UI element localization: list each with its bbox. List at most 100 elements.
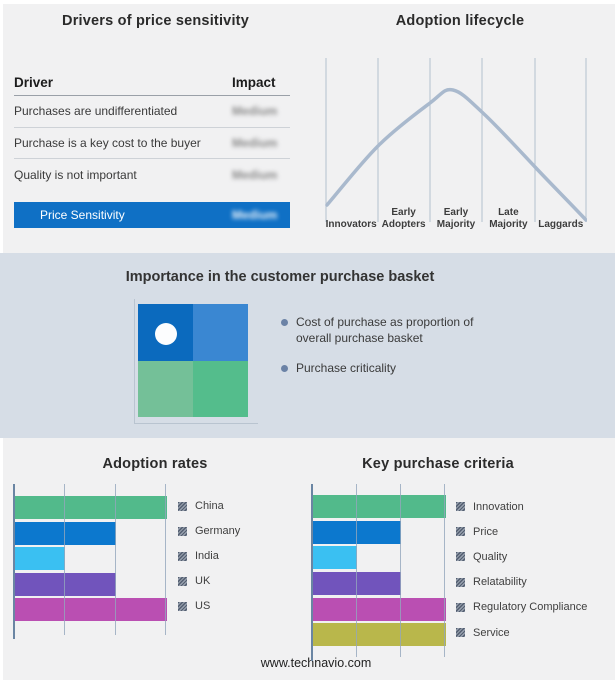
quadrant-axis <box>134 299 258 424</box>
y-axis-line <box>13 484 15 639</box>
bar-germany <box>14 522 116 545</box>
legend-label: Germany <box>195 525 241 538</box>
bar-regulatory-compliance <box>312 598 447 621</box>
driver-cell: Quality is not important <box>14 167 137 182</box>
basket-section-title: Importance in the customer purchase bask… <box>125 269 435 285</box>
legend-label: India <box>195 550 219 563</box>
summary-impact-blurred: Medium <box>232 207 278 222</box>
legend-swatch-icon <box>456 527 465 537</box>
table-row: Purchases are undifferentiated Medium <box>14 96 290 128</box>
website-footer: www.technavio.com <box>260 656 372 670</box>
key-purchase-criteria-title: Key purchase criteria <box>362 456 514 472</box>
list-item: Cost of purchase as proportion of overal… <box>281 315 500 346</box>
gridline <box>64 484 65 635</box>
quadrant-chart <box>138 304 248 417</box>
impact-cell-blurred: Medium <box>232 135 278 150</box>
legend-item: Innovation <box>456 494 587 519</box>
table-header-row: Driver Impact <box>14 66 290 96</box>
driver-column-header: Driver <box>14 75 54 90</box>
legend-item: Regulatory Compliance <box>456 595 587 620</box>
quadrant-cell-top-right <box>193 304 248 361</box>
driver-cell: Purchase is a key cost to the buyer <box>14 135 201 150</box>
legend-swatch-icon <box>178 526 187 536</box>
legend-item: Relatability <box>456 570 587 595</box>
legend-swatch-icon <box>178 501 187 511</box>
quadrant-marker-dot <box>155 323 177 345</box>
summary-label: Price Sensitivity <box>40 207 125 222</box>
stage-label: Innovators <box>325 218 377 230</box>
legend-label: Relatability <box>473 576 527 589</box>
list-item: Purchase criticality <box>281 361 500 377</box>
key-purchase-criteria-legend: Innovation Price Quality Relatability Re… <box>456 494 587 645</box>
gridline <box>356 484 357 657</box>
legend-label: Quality <box>473 550 508 563</box>
adoption-rates-chart <box>13 484 167 639</box>
table-row: Quality is not important Medium <box>14 159 290 191</box>
legend-swatch-icon <box>178 601 187 611</box>
impact-cell-blurred: Medium <box>232 104 278 119</box>
drivers-table: Driver Impact Purchases are undifferenti… <box>14 66 290 228</box>
lifecycle-stage-labels: Innovators Early Adopters Early Majority… <box>325 196 587 230</box>
legend-label: Regulatory Compliance <box>473 601 588 614</box>
adoption-rates-legend: China Germany India UK US <box>178 494 240 618</box>
legend-label: UK <box>195 575 211 588</box>
bar-india <box>14 547 65 570</box>
gridline <box>115 484 116 635</box>
bar-china <box>14 496 167 519</box>
purchase-basket-section <box>0 253 615 438</box>
legend-swatch-icon <box>456 577 465 587</box>
legend-item: Quality <box>456 544 587 569</box>
bullet-icon <box>281 319 288 326</box>
legend-swatch-icon <box>456 502 465 512</box>
legend-swatch-icon <box>178 576 187 586</box>
lifecycle-section-title: Adoption lifecycle <box>395 13 525 29</box>
legend-item: US <box>178 594 240 619</box>
price-sensitivity-summary-row: Price Sensitivity Medium <box>14 201 290 228</box>
bar-us <box>14 598 167 621</box>
y-axis-line <box>311 484 313 661</box>
legend-item: UK <box>178 569 240 594</box>
legend-item: China <box>178 494 240 519</box>
table-row: Purchase is a key cost to the buyer Medi… <box>14 128 290 159</box>
legend-item: Service <box>456 620 587 645</box>
adoption-lifecycle-chart: Innovators Early Adopters Early Majority… <box>325 58 587 234</box>
legend-label: Price <box>473 525 499 538</box>
page-top-margin <box>0 0 615 4</box>
legend-swatch-icon <box>178 551 187 561</box>
legend-item: Price <box>456 519 587 544</box>
legend-label: Service <box>473 626 510 639</box>
adoption-rates-title: Adoption rates <box>102 456 208 472</box>
bullet-icon <box>281 365 288 372</box>
basket-bullet-list: Cost of purchase as proportion of overal… <box>281 315 500 377</box>
gridline <box>444 484 445 657</box>
bar-quality <box>312 546 357 569</box>
legend-swatch-icon <box>456 628 465 638</box>
bar-innovation <box>312 495 447 518</box>
quadrant-cell-bottom-right <box>193 360 248 417</box>
driver-cell: Purchases are undifferentiated <box>14 104 178 119</box>
impact-column-header: Impact <box>232 75 276 90</box>
bar-uk <box>14 573 116 596</box>
legend-swatch-icon <box>456 552 465 562</box>
stage-label: Early Adopters <box>381 207 426 230</box>
legend-label: Innovation <box>473 500 524 513</box>
lifecycle-curve-canvas <box>325 58 587 222</box>
legend-swatch-icon <box>456 602 465 612</box>
legend-label: US <box>195 600 211 612</box>
bullet-text: Purchase criticality <box>296 361 397 375</box>
bar-service <box>312 623 447 646</box>
stage-label: Late Majority <box>489 207 528 230</box>
quadrant-cell-bottom-left <box>138 360 193 417</box>
drivers-section-title: Drivers of price sensitivity <box>62 13 249 29</box>
legend-item: India <box>178 544 240 569</box>
legend-label: China <box>195 500 224 513</box>
bullet-text: Cost of purchase as proportion of overal… <box>296 315 474 345</box>
legend-item: Germany <box>178 519 240 544</box>
stage-label: Early Majority <box>436 207 476 230</box>
gridline <box>400 484 401 657</box>
key-purchase-criteria-chart <box>311 484 447 661</box>
stage-label: Laggards <box>538 218 584 230</box>
gridline <box>165 484 166 635</box>
bell-curve <box>325 87 587 222</box>
